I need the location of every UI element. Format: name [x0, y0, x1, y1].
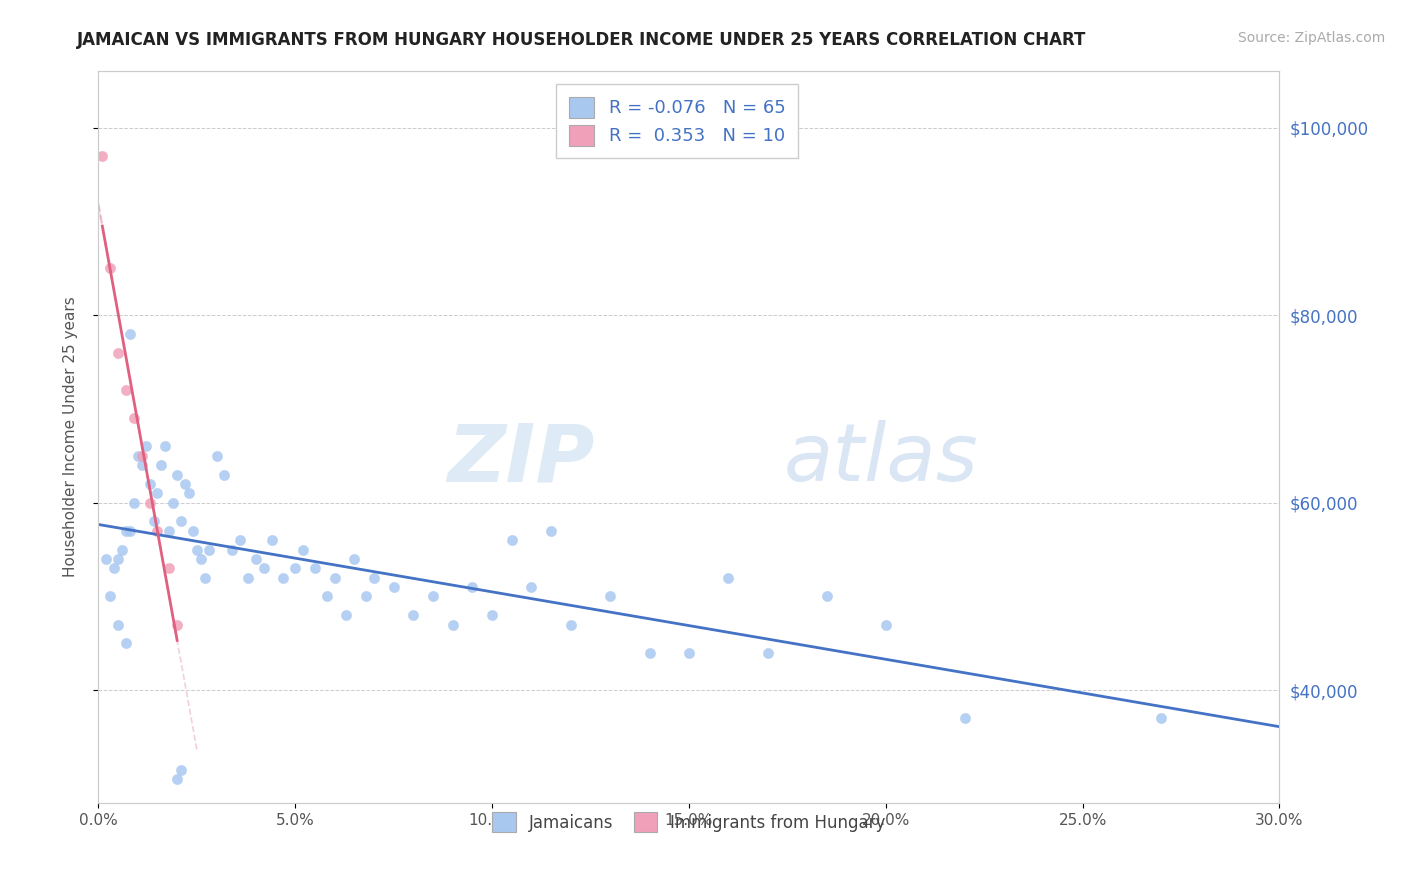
Point	[177, 486, 200, 500]
Point	[107, 345, 129, 359]
Point	[122, 496, 145, 510]
Point	[441, 617, 464, 632]
Point	[115, 524, 138, 538]
Point	[122, 411, 145, 425]
Point	[91, 149, 114, 163]
Point	[107, 617, 129, 632]
Point	[150, 458, 173, 473]
Point	[98, 261, 121, 276]
Point	[363, 571, 385, 585]
Point	[96, 552, 118, 566]
Point	[221, 542, 243, 557]
Point	[155, 440, 177, 454]
Point	[315, 590, 337, 604]
Point	[98, 590, 121, 604]
Point	[115, 636, 138, 650]
Point	[501, 533, 523, 548]
Point	[343, 552, 366, 566]
Point	[194, 571, 217, 585]
Point	[170, 515, 193, 529]
Point	[118, 524, 141, 538]
Point	[422, 590, 444, 604]
Point	[174, 477, 197, 491]
Point	[131, 449, 153, 463]
Point	[170, 763, 193, 777]
Point	[214, 467, 236, 482]
Point	[402, 608, 425, 623]
Point	[103, 561, 125, 575]
Text: ZIP: ZIP	[447, 420, 595, 498]
Point	[253, 561, 276, 575]
Point	[205, 449, 228, 463]
Point	[382, 580, 405, 594]
Point	[146, 524, 169, 538]
Point	[717, 571, 740, 585]
Point	[157, 524, 180, 538]
Point	[127, 449, 149, 463]
Point	[138, 496, 160, 510]
Y-axis label: Householder Income Under 25 years: Householder Income Under 25 years	[63, 297, 77, 577]
Point	[245, 552, 267, 566]
Point	[157, 561, 180, 575]
Point	[166, 467, 188, 482]
Point	[273, 571, 295, 585]
Point	[354, 590, 377, 604]
Point	[292, 542, 315, 557]
Point	[461, 580, 484, 594]
Text: Source: ZipAtlas.com: Source: ZipAtlas.com	[1237, 31, 1385, 45]
Point	[186, 542, 208, 557]
Point	[197, 542, 219, 557]
Point	[166, 772, 188, 787]
Point	[111, 542, 134, 557]
Point	[678, 646, 700, 660]
Point	[481, 608, 503, 623]
Point	[875, 617, 897, 632]
Point	[323, 571, 346, 585]
Point	[118, 326, 141, 341]
Point	[1150, 711, 1173, 725]
Point	[284, 561, 307, 575]
Point	[560, 617, 582, 632]
Point	[181, 524, 204, 538]
Point	[190, 552, 212, 566]
Point	[229, 533, 252, 548]
Point	[304, 561, 326, 575]
Point	[162, 496, 184, 510]
Point	[166, 617, 188, 632]
Point	[107, 552, 129, 566]
Point	[540, 524, 562, 538]
Point	[756, 646, 779, 660]
Point	[520, 580, 543, 594]
Point	[260, 533, 283, 548]
Point	[599, 590, 621, 604]
Point	[138, 477, 160, 491]
Point	[335, 608, 357, 623]
Text: atlas: atlas	[783, 420, 979, 498]
Text: JAMAICAN VS IMMIGRANTS FROM HUNGARY HOUSEHOLDER INCOME UNDER 25 YEARS CORRELATIO: JAMAICAN VS IMMIGRANTS FROM HUNGARY HOUS…	[77, 31, 1087, 49]
Point	[115, 383, 138, 397]
Point	[638, 646, 661, 660]
Point	[815, 590, 838, 604]
Legend: Jamaicans, Immigrants from Hungary: Jamaicans, Immigrants from Hungary	[485, 805, 893, 838]
Point	[131, 458, 153, 473]
Point	[135, 440, 157, 454]
Point	[953, 711, 976, 725]
Point	[236, 571, 259, 585]
Point	[142, 515, 165, 529]
Point	[146, 486, 169, 500]
